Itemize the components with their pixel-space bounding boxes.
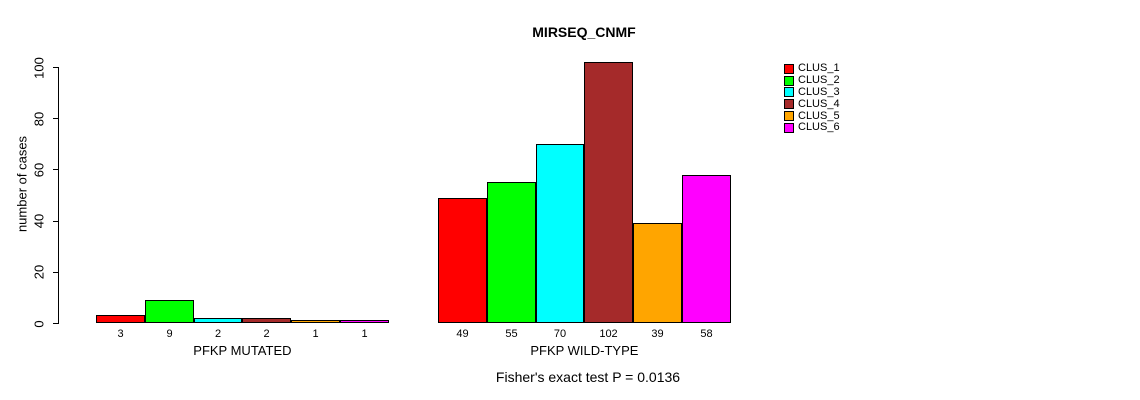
bar-clus_1: [96, 315, 145, 323]
bar-clus_2: [145, 299, 194, 323]
legend-swatch: [784, 87, 794, 98]
bar-value-label: 9: [166, 328, 173, 340]
bar-clus_2: [487, 182, 536, 323]
bar-value-label: 58: [700, 328, 713, 340]
bar-clus_4: [242, 317, 291, 323]
chart-title: MIRSEQ_CNMF: [532, 24, 636, 40]
legend-item: CLUS_5: [784, 110, 840, 122]
y-tick-label: 20: [31, 265, 47, 280]
y-tick: [53, 220, 58, 222]
bar-clus_4: [584, 61, 633, 323]
bar-clus_6: [340, 320, 389, 323]
bar-clus_3: [194, 317, 242, 323]
bar-clus_3: [536, 143, 584, 323]
legend-swatch: [784, 63, 794, 74]
legend-item-label: CLUS_2: [798, 74, 840, 87]
legend-swatch: [784, 111, 794, 122]
y-tick-label: 0: [31, 319, 47, 328]
legend-swatch: [784, 75, 794, 86]
legend-item-label: CLUS_6: [798, 121, 840, 134]
legend-item-label: CLUS_3: [798, 85, 840, 98]
legend-item: CLUS_6: [784, 122, 840, 134]
bar-value-label: 2: [214, 328, 222, 340]
y-tick: [53, 271, 58, 273]
legend: CLUS_1 CLUS_2 CLUS_3 CLUS_4 CLUS_5 CLUS_6: [784, 63, 840, 134]
y-tick: [53, 169, 58, 171]
bar-value-label: 1: [361, 328, 368, 340]
group-label: PFKP MUTATED: [193, 343, 292, 358]
y-axis-label: number of cases: [14, 135, 30, 233]
y-tick-label: 40: [31, 213, 47, 229]
bar-value-label: 39: [651, 328, 664, 340]
legend-item-label: CLUS_4: [798, 97, 840, 110]
y-tick: [53, 67, 58, 68]
bar-value-label: 49: [456, 328, 469, 340]
legend-swatch: [784, 99, 794, 110]
bar-value-label: 2: [263, 328, 270, 340]
y-tick-label: 80: [31, 111, 47, 126]
y-tick: [53, 118, 58, 120]
y-tick-label: 60: [31, 162, 47, 178]
bar-clus_6: [682, 174, 731, 323]
legend-item: CLUS_4: [784, 98, 840, 110]
bar-clus_1: [438, 197, 487, 323]
legend-swatch: [784, 122, 794, 133]
group-label: PFKP WILD-TYPE: [530, 343, 639, 358]
y-tick-label: 100: [31, 56, 47, 79]
annotation-text: Fisher's exact test P = 0.0136: [495, 369, 681, 385]
bar-clus_5: [633, 223, 682, 323]
bar-value-label: 55: [505, 328, 518, 340]
bar-clus_5: [291, 320, 340, 323]
bar-value-label: 102: [599, 328, 618, 340]
legend-item-label: CLUS_1: [798, 62, 840, 75]
legend-item-label: CLUS_5: [798, 109, 840, 122]
bar-value-label: 1: [312, 328, 319, 340]
legend-item: CLUS_2: [784, 75, 840, 87]
legend-item: CLUS_3: [784, 85, 840, 99]
y-axis-line: [58, 67, 59, 324]
bar-value-label: 70: [553, 328, 567, 340]
bar-value-label: 3: [117, 328, 124, 340]
legend-item: CLUS_1: [784, 63, 840, 75]
y-tick: [53, 323, 58, 324]
